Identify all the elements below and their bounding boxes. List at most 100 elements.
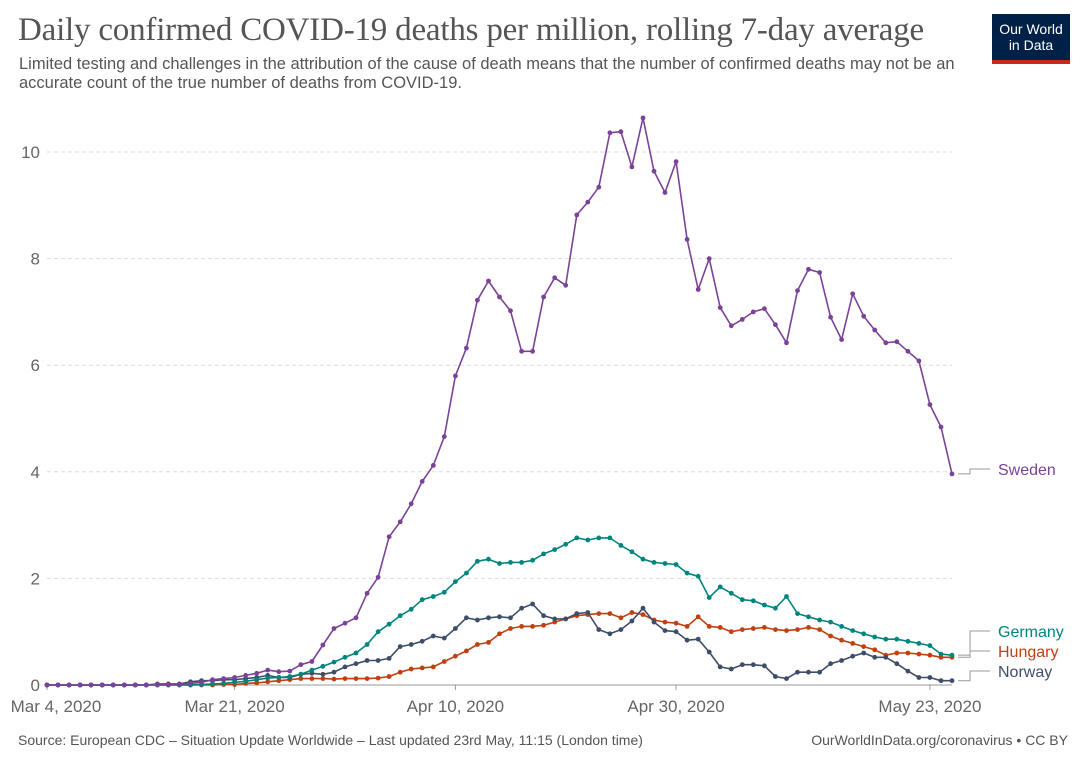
data-point-germany <box>739 597 745 603</box>
data-point-norway <box>673 629 679 635</box>
data-point-norway <box>739 662 745 668</box>
data-point-hungary <box>519 624 524 629</box>
data-point-germany <box>541 551 546 557</box>
data-point-hungary <box>464 648 469 654</box>
license-link[interactable]: OurWorldInData.org/coronavirus • CC BY <box>811 732 1068 748</box>
data-point-sweden <box>806 266 811 272</box>
label-connector-germany <box>958 630 990 656</box>
data-point-hungary <box>596 611 602 616</box>
data-point-germany <box>475 558 480 564</box>
data-point-germany <box>397 613 403 619</box>
data-point-norway <box>519 605 524 611</box>
data-point-norway <box>662 628 668 633</box>
data-point-sweden <box>927 402 933 407</box>
label-connector-norway <box>958 670 990 682</box>
data-point-germany <box>563 541 569 547</box>
data-point-sweden <box>706 256 712 261</box>
label-connector-sweden <box>958 468 990 475</box>
data-point-sweden <box>353 615 359 621</box>
data-point-germany <box>673 562 679 567</box>
x-tick-label: Apr 10, 2020 <box>407 697 504 716</box>
data-point-sweden <box>99 682 105 688</box>
data-point-sweden <box>143 682 149 688</box>
data-point-norway <box>486 615 491 621</box>
y-tick-label: 8 <box>31 250 40 269</box>
data-point-sweden <box>739 317 745 322</box>
data-point-norway <box>872 654 878 660</box>
data-point-hungary <box>640 612 646 617</box>
data-point-sweden <box>695 287 701 292</box>
data-point-norway <box>342 664 348 670</box>
data-point-sweden <box>916 358 922 364</box>
data-point-norway <box>905 668 911 674</box>
data-point-hungary <box>806 625 811 630</box>
data-point-sweden <box>872 327 878 333</box>
data-point-sweden <box>188 681 193 686</box>
data-point-norway <box>353 661 359 667</box>
data-point-sweden <box>618 129 624 135</box>
data-point-sweden <box>596 184 602 190</box>
data-point-hungary <box>618 615 624 621</box>
data-point-hungary <box>861 644 867 649</box>
series-label-sweden: Sweden <box>998 462 1056 479</box>
data-point-norway <box>894 661 900 667</box>
data-point-sweden <box>795 288 800 293</box>
owid-logo[interactable]: Our World in Data <box>992 14 1070 64</box>
data-point-germany <box>375 629 381 635</box>
data-point-norway <box>795 669 800 675</box>
data-point-germany <box>430 594 436 599</box>
data-point-germany <box>221 681 227 686</box>
data-point-hungary <box>762 625 767 630</box>
data-point-germany <box>265 675 271 681</box>
data-point-sweden <box>110 682 116 688</box>
data-point-sweden <box>894 339 900 345</box>
x-tick-label: Apr 30, 2020 <box>627 697 724 716</box>
data-point-sweden <box>574 212 580 218</box>
data-point-hungary <box>717 625 723 630</box>
data-point-norway <box>541 613 546 619</box>
label-connector-hungary <box>958 650 990 658</box>
data-point-sweden <box>309 659 315 664</box>
line-chart: 0 2 4 6 8 10 Mar 4, 2020 Mar 21, 2020 Apr 10, 2… <box>11 115 1064 716</box>
data-point-hungary <box>739 627 745 632</box>
data-point-germany <box>762 602 767 608</box>
data-point-sweden <box>762 306 767 312</box>
data-point-hungary <box>828 633 833 639</box>
data-point-sweden <box>132 682 138 688</box>
data-point-hungary <box>508 626 513 631</box>
data-point-germany <box>497 561 502 566</box>
data-point-sweden <box>497 294 502 300</box>
data-point-hungary <box>905 650 911 656</box>
data-point-hungary <box>453 653 458 659</box>
data-point-sweden <box>331 626 337 631</box>
data-point-germany <box>949 652 955 658</box>
data-point-sweden <box>717 305 723 310</box>
data-point-hungary <box>894 650 900 656</box>
data-point-sweden <box>221 676 227 681</box>
data-point-hungary <box>298 676 304 681</box>
data-point-norway <box>497 614 502 620</box>
data-point-germany <box>817 617 822 623</box>
series-line-sweden <box>47 117 953 686</box>
data-point-norway <box>375 658 381 663</box>
data-point-sweden <box>364 590 370 596</box>
data-point-sweden <box>651 168 657 174</box>
data-point-germany <box>210 681 215 687</box>
data-point-germany <box>298 671 304 677</box>
data-point-germany <box>232 679 238 685</box>
data-point-germany <box>243 678 249 684</box>
data-point-sweden <box>66 682 72 688</box>
data-point-norway <box>762 663 767 669</box>
data-point-norway <box>397 644 403 649</box>
data-point-sweden <box>640 115 646 121</box>
data-point-germany <box>894 636 900 642</box>
data-point-germany <box>750 598 756 604</box>
data-point-germany <box>364 642 370 647</box>
data-point-sweden <box>199 679 204 685</box>
data-point-sweden <box>386 534 392 540</box>
data-point-hungary <box>629 610 635 615</box>
series-label-norway: Norway <box>998 664 1052 681</box>
data-point-hungary <box>430 664 436 670</box>
data-point-germany <box>795 611 800 616</box>
data-point-norway <box>441 635 447 641</box>
